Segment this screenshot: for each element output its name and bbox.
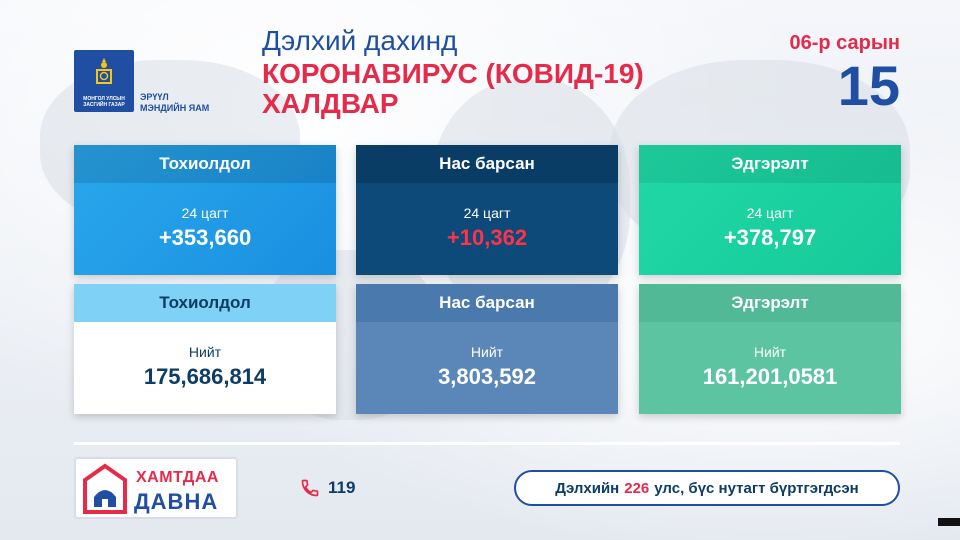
card-label: Эдгэрэлт [639,284,901,322]
card-period: 24 цагт [181,205,229,221]
countries-suffix: улс, бүс нутагт бүртгэгдсэн [654,479,859,497]
countries-count: 226 [624,479,650,497]
ministry-name: ЭРҮҮЛ МЭНДИЙН ЯАМ [140,92,210,113]
card-label: Эдгэрэлт [639,145,901,183]
card-period: Нийт [753,344,787,360]
phone-icon [301,479,319,497]
daily-cases-card: Тохиолдол 24 цагт +353,660 [74,145,336,275]
card-label: Тохиолдол [74,284,336,322]
countries-prefix: Дэлхийн [555,479,620,497]
card-period: 24 цагт [746,205,794,221]
daily-deaths-card: Нас барсан 24 цагт +10,362 [356,145,618,275]
campaign-line1: ХАМТДАА [136,469,219,486]
daily-recovered-card: Эдгэрэлт 24 цагт +378,797 [639,145,901,275]
countries-info: Дэлхийн 226 улс, бүс нутагт бүртгэгдсэн [514,470,900,506]
logo-caption: МОНГОЛ УЛСЫН ЗАСГИЙН ГАЗАР [83,96,125,108]
divider [74,442,900,445]
total-recovered-card: Эдгэрэлт Нийт 161,201,0581 [639,284,901,414]
corner-mark [938,518,960,526]
card-value: 161,201,0581 [702,364,838,389]
card-period: Нийт [188,344,222,360]
total-deaths-card: Нас барсан Нийт 3,803,592 [356,284,618,414]
card-value: +353,660 [158,225,252,250]
card-period: Нийт [470,344,504,360]
card-period: 24 цагт [463,205,511,221]
page-title-infection: ХАЛДВАР [262,88,399,119]
card-label: Тохиолдол [74,145,336,183]
campaign-logo: ХАМТДАА ДАВНА [74,457,238,519]
date-day: 15 [837,54,900,117]
total-cases-card: Тохиолдол Нийт 175,686,814 [74,284,336,414]
card-label: Нас барсан [356,145,618,183]
card-value: 175,686,814 [143,364,267,389]
page-title: Дэлхий дахинд [262,25,458,56]
card-value: +10,362 [446,225,528,250]
page-title-virus: КОРОНАВИРУС (КОВИД-19) [262,58,644,89]
card-label: Нас барсан [356,284,618,322]
date-month: 06-р сарын [789,32,900,54]
card-value: 3,803,592 [438,364,536,389]
house-icon [83,463,127,514]
hotline-number: 119 [328,478,356,497]
campaign-line2: ДАВНА [134,489,219,514]
soyombo-icon [96,58,112,84]
card-value: +378,797 [723,225,817,250]
government-logo: МОНГОЛ УЛСЫН ЗАСГИЙН ГАЗАР [74,50,134,112]
hotline[interactable]: 119 [300,478,355,498]
